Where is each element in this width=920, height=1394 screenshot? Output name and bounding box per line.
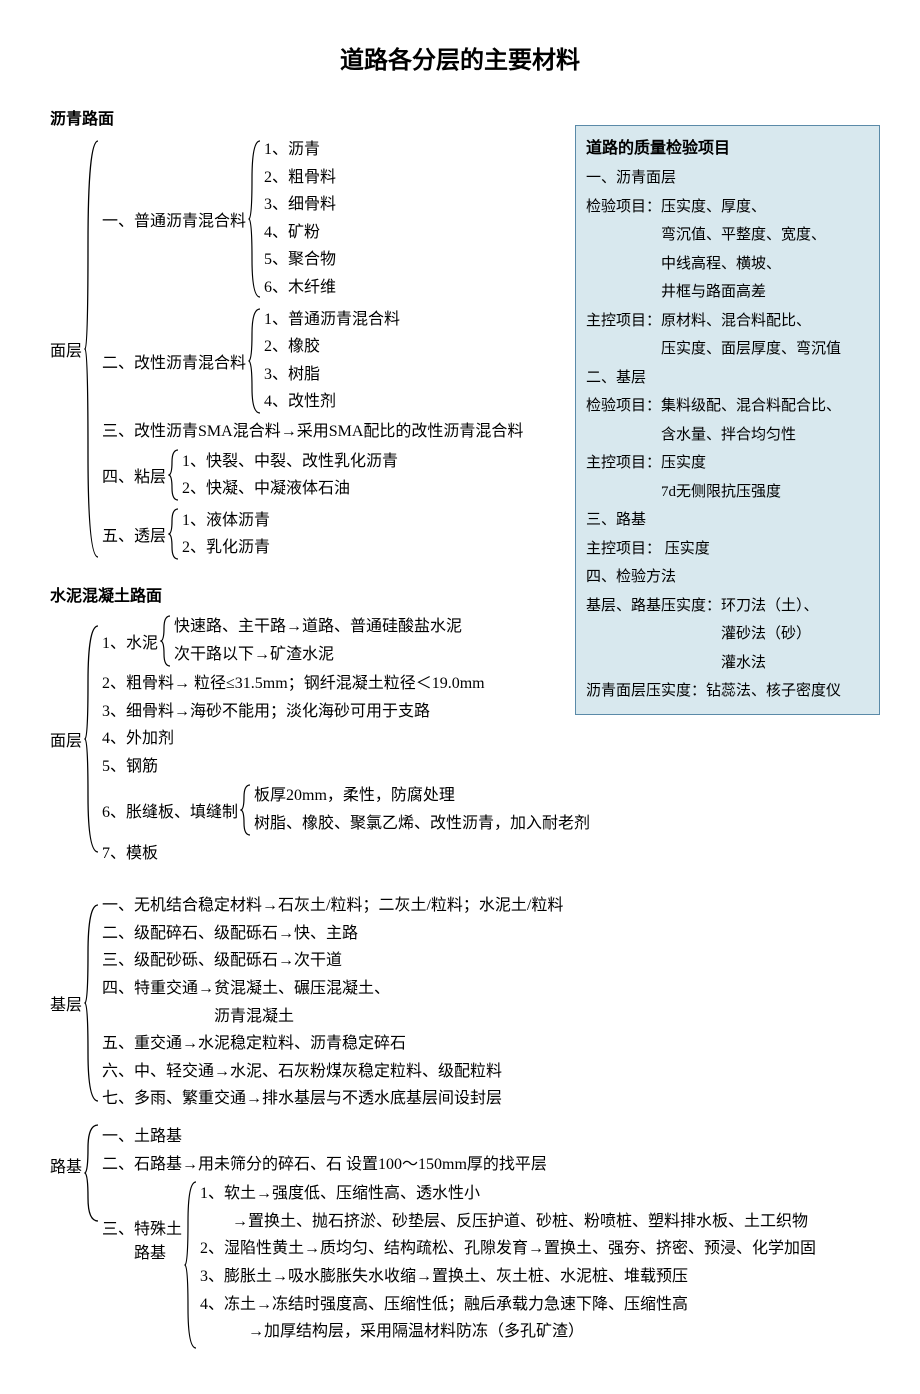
- sub4-label: 四、粘层: [102, 463, 168, 487]
- list-item: 4、冻土→冻结时强度高、压缩性低；融后承载力急速下降、压缩性高: [200, 1292, 816, 1318]
- cement-item: 5、钢筋: [102, 754, 590, 780]
- inspection-line: 主控项目：压实度: [586, 449, 869, 478]
- subgrade-item: 二、石路基→用未筛分的碎石、石 设置100～150mm厚的找平层: [102, 1152, 816, 1178]
- brace-icon: [84, 1123, 102, 1223]
- brace-icon: [168, 507, 182, 561]
- inspection-line: 检验项目：压实度、厚度、: [586, 193, 869, 222]
- inspection-line: 井框与路面高差: [586, 278, 869, 307]
- asphalt-heading: 沥青路面: [50, 105, 570, 129]
- inspection-line: 二、基层: [586, 364, 869, 393]
- inspection-line: 一、沥青面层: [586, 164, 869, 193]
- brace-icon: [240, 783, 254, 837]
- list-item: 1、软土→强度低、压缩性高、透水性小: [200, 1181, 816, 1207]
- list-item: 六、中、轻交通→水泥、石灰粉煤灰稳定粒料、级配粒料: [102, 1059, 563, 1085]
- brace-icon: [84, 139, 102, 559]
- inspection-line: 中线高程、横坡、: [586, 250, 869, 279]
- page-title: 道路各分层的主要材料: [50, 40, 870, 75]
- inspection-line: 含水量、拌合均匀性: [586, 421, 869, 450]
- inspection-line: 灌水法: [586, 649, 869, 678]
- subgrade3-label2: 路基: [102, 1239, 182, 1263]
- cement-item: 3、细骨料→海砂不能用；淡化海砂可用于支路: [102, 699, 590, 725]
- base-label: 基层: [50, 991, 84, 1015]
- list-item: 3、细骨料: [264, 192, 336, 218]
- list-item: 2、乳化沥青: [182, 535, 270, 561]
- inspection-line: 检验项目：集料级配、混合料配合比、: [586, 392, 869, 421]
- subgrade-label: 路基: [50, 1123, 84, 1177]
- list-item: 1、快裂、中裂、改性乳化沥青: [182, 449, 398, 475]
- list-item: 4、改性剂: [264, 389, 400, 415]
- list-item: 三、级配砂砾、级配砾石→次干道: [102, 948, 563, 974]
- inspection-title: 道路的质量检验项目: [586, 134, 869, 164]
- list-item: 次干路以下→矿渣水泥: [174, 642, 462, 668]
- list-item: 2、粗骨料: [264, 165, 336, 191]
- inspection-line: 灌砂法（砂）: [586, 620, 869, 649]
- cement-item6-label: 6、胀缝板、填缝制: [102, 798, 240, 822]
- cement-item: 7、模板: [102, 841, 590, 867]
- list-item: 二、级配碎石、级配砾石→快、主路: [102, 921, 563, 947]
- inspection-line: 主控项目： 压实度: [586, 535, 869, 564]
- list-item: 五、重交通→水泥稳定粒料、沥青稳定碎石: [102, 1031, 563, 1057]
- list-item: 4、矿粉: [264, 220, 336, 246]
- sub5-label: 五、透层: [102, 522, 168, 546]
- surface-label: 面层: [50, 337, 84, 361]
- brace-icon: [168, 448, 182, 502]
- brace-icon: [248, 139, 264, 299]
- list-item: 3、树脂: [264, 362, 400, 388]
- list-item: 1、沥青: [264, 137, 336, 163]
- cement-item1-label: 1、水泥: [102, 629, 160, 653]
- inspection-line: 7d无侧限抗压强度: [586, 478, 869, 507]
- cement-surface-label: 面层: [50, 727, 84, 751]
- inspection-line: 四、检验方法: [586, 563, 869, 592]
- cement-item: 2、粗骨料→ 粒径≤31.5mm；钢纤混凝土粒径＜19.0mm: [102, 671, 590, 697]
- subgrade3-label: 三、特殊土: [102, 1215, 182, 1239]
- list-item: 快速路、主干路→道路、普通硅酸盐水泥: [174, 614, 462, 640]
- list-item: →加厚结构层，采用隔温材料防冻（多孔矿渣）: [200, 1319, 816, 1345]
- brace-icon: [160, 614, 174, 668]
- inspection-line: 主控项目：原材料、混合料配比、: [586, 307, 869, 336]
- brace-icon: [184, 1180, 200, 1350]
- list-item: 5、聚合物: [264, 247, 336, 273]
- list-item: 一、无机结合稳定材料→石灰土/粒料；二灰土/粒料；水泥土/粒料: [102, 893, 563, 919]
- list-item: 1、液体沥青: [182, 508, 270, 534]
- list-item: 树脂、橡胶、聚氯乙烯、改性沥青，加入耐老剂: [254, 811, 590, 837]
- inspection-line: 三、路基: [586, 506, 869, 535]
- list-item: 2、快凝、中凝液体石油: [182, 476, 398, 502]
- list-item: 2、湿陷性黄土→质均匀、结构疏松、孔隙发育→置换土、强夯、挤密、预浸、化学加固: [200, 1236, 816, 1262]
- list-item: 沥青混凝土: [102, 1004, 563, 1030]
- brace-icon: [84, 624, 102, 854]
- sub1-label: 一、普通沥青混合料: [102, 207, 248, 231]
- cement-item: 4、外加剂: [102, 726, 590, 752]
- subgrade-item: 一、土路基: [102, 1124, 816, 1150]
- list-item: 1、普通沥青混合料: [264, 307, 400, 333]
- sub2-label: 二、改性沥青混合料: [102, 349, 248, 373]
- brace-icon: [84, 903, 102, 1103]
- list-item: 6、木纤维: [264, 275, 336, 301]
- list-item: 四、特重交通→贫混凝土、碾压混凝土、: [102, 976, 563, 1002]
- inspection-line: 沥青面层压实度：钻蕊法、核子密度仪: [586, 677, 869, 706]
- inspection-line: 压实度、面层厚度、弯沉值: [586, 335, 869, 364]
- inspection-line: 基层、路基压实度：环刀法（土）、: [586, 592, 869, 621]
- list-item: 2、橡胶: [264, 334, 400, 360]
- list-item: 七、多雨、繁重交通→排水基层与不透水底基层间设封层: [102, 1086, 563, 1112]
- list-item: →置换土、抛石挤淤、砂垫层、反压护道、砂桩、粉喷桩、塑料排水板、土工织物: [200, 1209, 816, 1235]
- list-item: 板厚20mm，柔性，防腐处理: [254, 783, 590, 809]
- inspection-line: 弯沉值、平整度、宽度、: [586, 221, 869, 250]
- cement-heading: 水泥混凝土路面: [50, 582, 570, 606]
- sub3-text: 三、改性沥青SMA混合料→采用SMA配比的改性沥青混合料: [102, 419, 523, 445]
- list-item: 3、膨胀土→吸水膨胀失水收缩→置换土、灰土桩、水泥桩、堆载预压: [200, 1264, 816, 1290]
- brace-icon: [248, 307, 264, 415]
- inspection-box: 道路的质量检验项目 一、沥青面层检验项目：压实度、厚度、 弯沉值、平整度、宽度、…: [575, 125, 880, 715]
